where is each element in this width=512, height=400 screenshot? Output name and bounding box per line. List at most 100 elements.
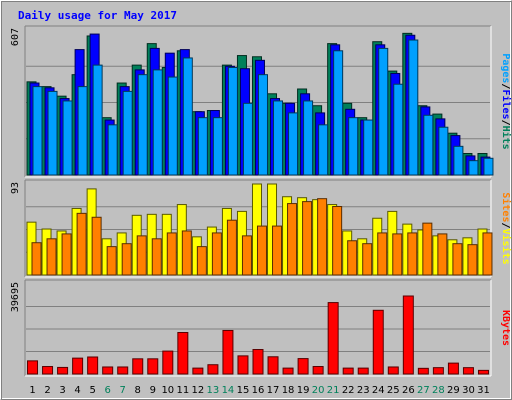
bar-kbytes-28 (432, 367, 444, 375)
bar-sites-10 (166, 232, 177, 276)
bar-sites-18 (287, 203, 298, 276)
x-tick-label-7: 7 (120, 385, 126, 396)
bar-kbytes-18 (282, 367, 294, 375)
x-tick-label-10: 10 (161, 385, 174, 396)
x-tick-label-15: 15 (237, 385, 250, 396)
bar-kbytes-13 (207, 364, 219, 375)
bar-kbytes-16 (252, 349, 264, 375)
x-tick-label-6: 6 (104, 385, 110, 396)
bar-sites-11 (181, 230, 192, 276)
x-tick-label-4: 4 (74, 385, 80, 396)
bar-sites-28 (437, 233, 448, 276)
x-tick-label-22: 22 (342, 385, 355, 396)
bar-sites-7 (121, 243, 132, 276)
x-tick-label-14: 14 (222, 385, 235, 396)
bar-sites-30 (467, 244, 478, 276)
x-tick-label-18: 18 (282, 385, 295, 396)
bar-sites-4 (76, 212, 87, 276)
bar-pages-25 (393, 83, 404, 176)
x-tick-label-11: 11 (176, 385, 189, 396)
bar-kbytes-8 (132, 358, 144, 375)
bar-kbytes-24 (372, 309, 384, 375)
bar-kbytes-14 (222, 329, 234, 375)
bar-pages-27 (423, 114, 434, 176)
bar-pages-15 (242, 102, 253, 176)
x-tick-label-17: 17 (267, 385, 280, 396)
side-label-part: KBytes (500, 310, 511, 346)
bar-kbytes-23 (357, 367, 369, 375)
bar-sites-6 (106, 246, 117, 276)
bar-sites-22 (347, 240, 358, 276)
bar-pages-23 (363, 119, 374, 176)
x-tick-label-25: 25 (387, 385, 400, 396)
x-tick-label-1: 1 (29, 385, 35, 396)
side-label-part: Pages (500, 53, 511, 83)
x-tick-label-20: 20 (312, 385, 325, 396)
bar-kbytes-7 (117, 366, 129, 375)
bar-kbytes-3 (57, 366, 69, 375)
bar-pages-8 (137, 74, 148, 176)
side-label-part: / (500, 83, 511, 89)
bar-pages-31 (483, 157, 494, 176)
bar-sites-26 (407, 232, 418, 276)
x-tick-label-12: 12 (192, 385, 205, 396)
bar-kbytes-6 (102, 366, 114, 375)
bar-pages-16 (257, 74, 268, 176)
bar-pages-3 (62, 100, 73, 176)
x-tick-label-27: 27 (417, 385, 430, 396)
bar-sites-29 (452, 243, 463, 276)
bar-pages-11 (182, 57, 193, 176)
bar-kbytes-12 (192, 367, 204, 375)
bar-kbytes-11 (177, 332, 189, 375)
bar-sites-25 (392, 233, 403, 276)
bar-sites-5 (91, 216, 102, 276)
bar-sites-31 (482, 232, 493, 276)
x-tick-label-19: 19 (297, 385, 310, 396)
side-label-part: / (500, 120, 511, 126)
side-label-hits-files-pages: Pages/Files/Hits (500, 53, 512, 149)
bar-kbytes-9 (147, 358, 159, 375)
bar-pages-21 (333, 50, 344, 176)
x-tick-label-13: 13 (207, 385, 220, 396)
bar-pages-20 (318, 124, 329, 176)
bar-pages-14 (227, 67, 238, 176)
bar-sites-27 (422, 222, 433, 276)
bar-sites-19 (302, 201, 313, 276)
bar-kbytes-22 (342, 367, 354, 375)
side-label-part: Sites (500, 192, 512, 222)
x-tick-label-2: 2 (44, 385, 50, 396)
x-tick-label-28: 28 (432, 385, 445, 396)
bar-kbytes-2 (42, 366, 54, 375)
x-tick-label-23: 23 (357, 385, 370, 396)
bar-kbytes-17 (267, 356, 279, 375)
bar-pages-4 (77, 86, 88, 176)
x-tick-label-29: 29 (447, 385, 460, 396)
bar-sites-24 (377, 232, 388, 276)
bar-kbytes-27 (417, 367, 429, 375)
bar-kbytes-10 (162, 350, 174, 375)
bar-kbytes-31 (477, 369, 489, 375)
x-tick-label-21: 21 (327, 385, 340, 396)
bar-sites-21 (332, 206, 343, 276)
bar-kbytes-15 (237, 355, 249, 375)
bar-sites-23 (362, 243, 373, 276)
x-tick-label-31: 31 (477, 385, 490, 396)
bar-pages-28 (438, 126, 449, 176)
bar-kbytes-29 (447, 362, 459, 375)
bar-sites-16 (256, 225, 267, 276)
bar-sites-17 (272, 225, 283, 276)
bar-kbytes-20 (312, 366, 324, 375)
panel-visits-sites: 93 (10, 179, 493, 278)
bar-kbytes-1 (27, 360, 39, 375)
side-label-part: Files (500, 89, 512, 119)
bar-kbytes-21 (327, 302, 339, 375)
bar-pages-13 (212, 117, 223, 176)
bar-kbytes-25 (387, 366, 399, 375)
bar-pages-10 (167, 76, 178, 176)
bar-kbytes-26 (402, 295, 414, 375)
x-tick-label-24: 24 (372, 385, 385, 396)
bar-pages-22 (348, 117, 359, 176)
